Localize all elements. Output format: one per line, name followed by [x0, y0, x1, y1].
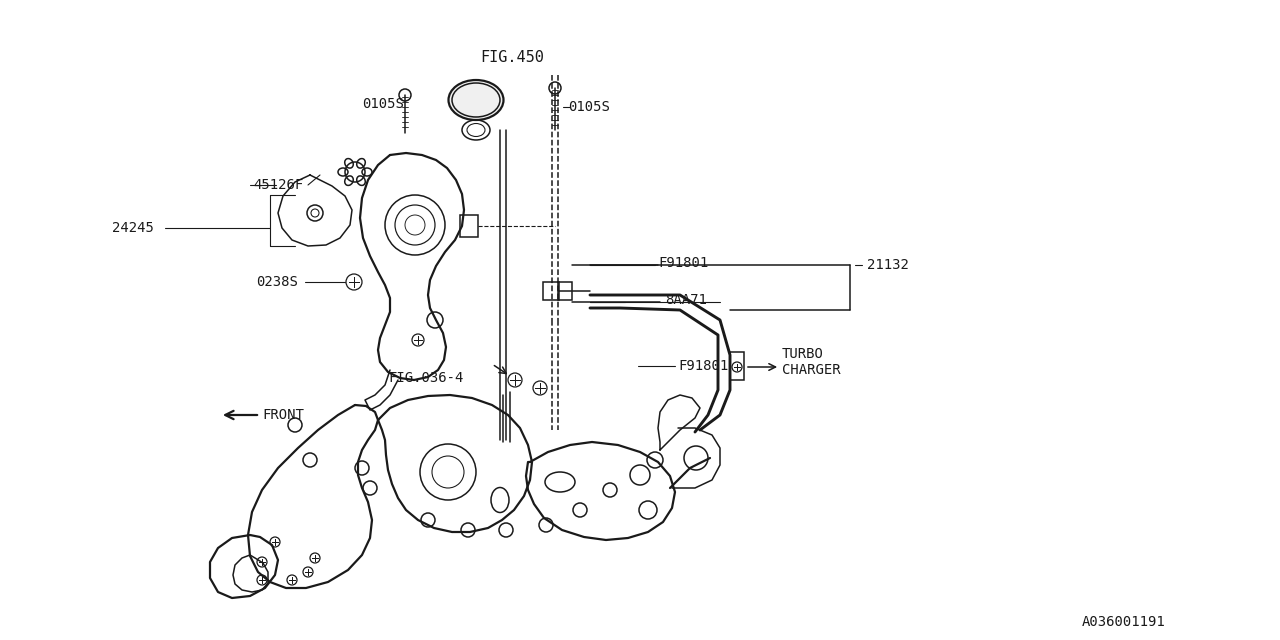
Text: 45126F: 45126F	[253, 178, 303, 192]
Text: F91801: F91801	[678, 359, 728, 373]
Ellipse shape	[448, 80, 503, 120]
Text: 0105S: 0105S	[362, 97, 404, 111]
Text: FRONT: FRONT	[262, 408, 303, 422]
Text: 21132: 21132	[867, 258, 909, 272]
Bar	[543, 282, 559, 300]
Text: 8AA71: 8AA71	[666, 293, 707, 307]
Text: F91801: F91801	[658, 256, 708, 270]
Text: 0238S: 0238S	[256, 275, 298, 289]
Text: A036001191: A036001191	[1082, 615, 1165, 629]
Bar	[558, 282, 572, 300]
Text: FIG.450: FIG.450	[480, 51, 544, 65]
Bar	[730, 352, 744, 380]
Text: TURBO
CHARGER: TURBO CHARGER	[782, 347, 841, 377]
Text: FIG.036-4: FIG.036-4	[388, 371, 463, 385]
Text: 0105S: 0105S	[568, 100, 609, 114]
Bar	[460, 215, 477, 237]
Text: 24245: 24245	[113, 221, 154, 235]
